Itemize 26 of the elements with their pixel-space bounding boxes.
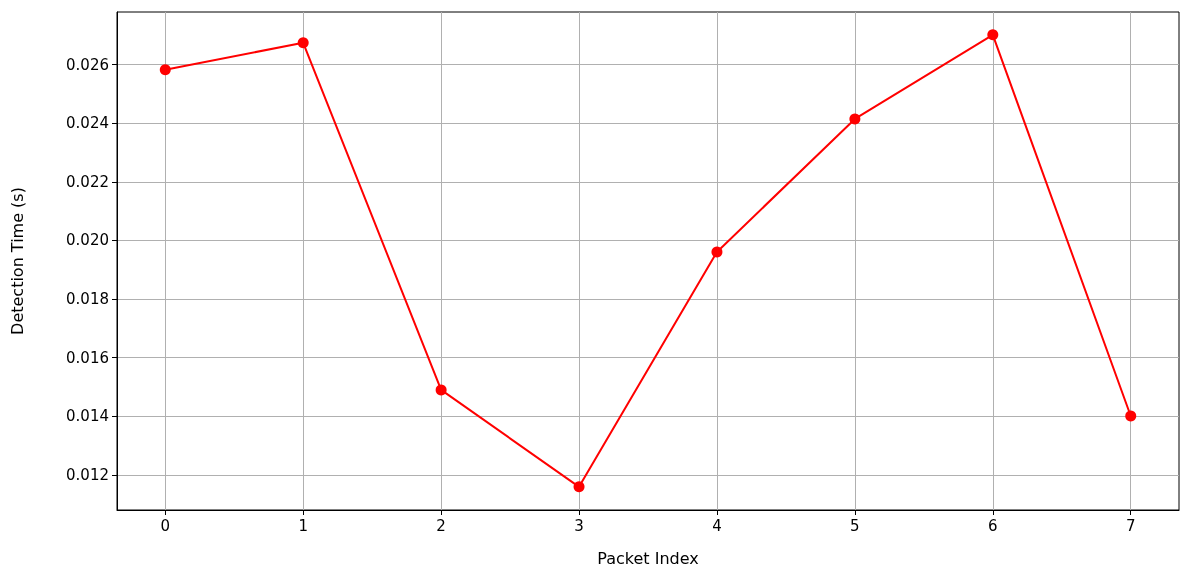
x-tick-label: 1 [298,516,308,535]
y-tick-label: 0.024 [66,114,109,133]
y-axis-title: Detection Time (s) [7,187,27,335]
y-tick-label: 0.018 [66,290,109,309]
y-tick-label: 0.020 [66,231,109,250]
y-tick-label: 0.026 [66,55,109,74]
y-tick-label: 0.012 [66,465,109,484]
x-tick-label: 2 [436,516,446,535]
y-tick-label: 0.016 [66,348,109,367]
x-tick-label: 3 [574,516,584,535]
x-tick-label: 4 [712,516,722,535]
point [711,246,723,258]
point [435,384,447,396]
point [159,64,171,76]
point [297,37,309,49]
x-tick-label: 7 [1125,516,1136,535]
point [849,113,861,125]
point [573,481,585,493]
point [987,29,999,41]
x-tick-label: 0 [160,516,171,535]
y-tick-label: 0.014 [66,407,109,426]
y-tick-label: 0.022 [66,172,109,191]
x-tick-label: 6 [988,516,998,535]
point [1125,410,1137,422]
x-axis-title: Packet Index [597,548,699,568]
x-tick-label: 5 [850,516,860,535]
